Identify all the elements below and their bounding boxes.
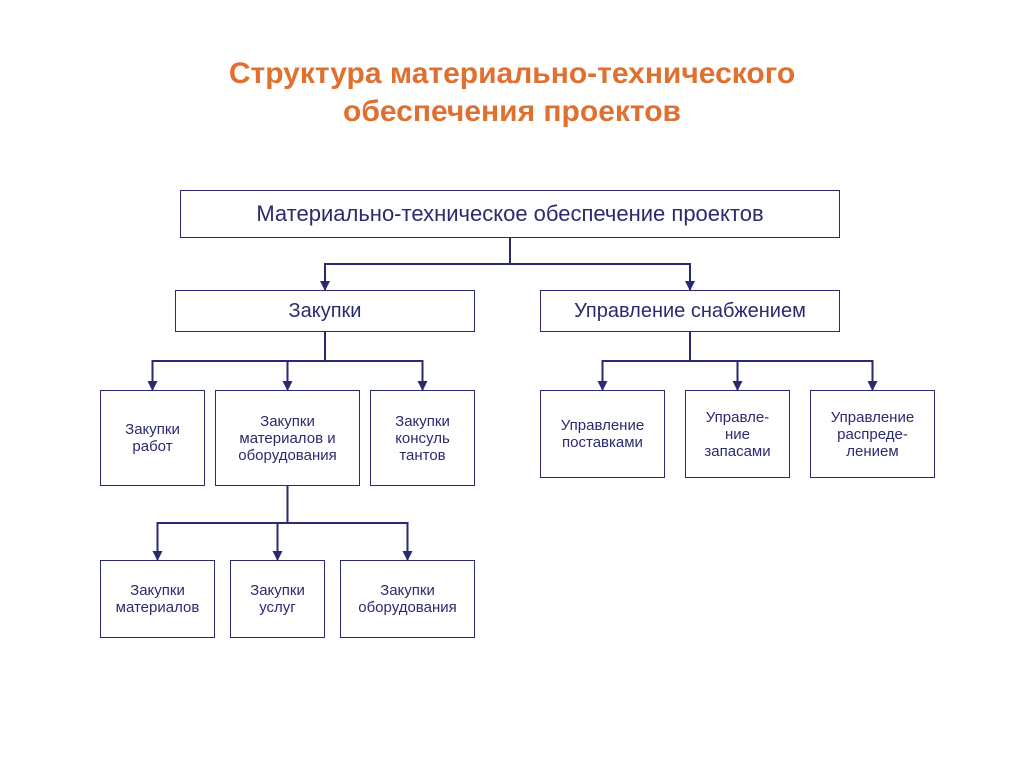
node-zrabot: Закупки работ (100, 390, 205, 486)
edge (325, 332, 423, 390)
node-urasp: Управление распреде- лением (810, 390, 935, 478)
edge (288, 332, 326, 390)
node-zkons: Закупки консуль тантов (370, 390, 475, 486)
node-zmat: Закупки материалов и оборудования (215, 390, 360, 486)
node-root: Материально-техническое обеспечение прое… (180, 190, 840, 238)
node-zmat2: Закупки материалов (100, 560, 215, 638)
node-upr: Управление снабжением (540, 290, 840, 332)
node-upost: Управление поставками (540, 390, 665, 478)
page-title: Структура материально-технического обесп… (0, 55, 1024, 130)
edge (278, 486, 288, 560)
edge (690, 332, 738, 390)
edge (690, 332, 873, 390)
node-zobor: Закупки оборудования (340, 560, 475, 638)
edge (325, 238, 510, 290)
node-zuslug: Закупки услуг (230, 560, 325, 638)
edge (288, 486, 408, 560)
node-uzap: Управле- ние запасами (685, 390, 790, 478)
edge (603, 332, 691, 390)
edge (510, 238, 690, 290)
edge (158, 486, 288, 560)
node-zakupki: Закупки (175, 290, 475, 332)
edge (153, 332, 326, 390)
